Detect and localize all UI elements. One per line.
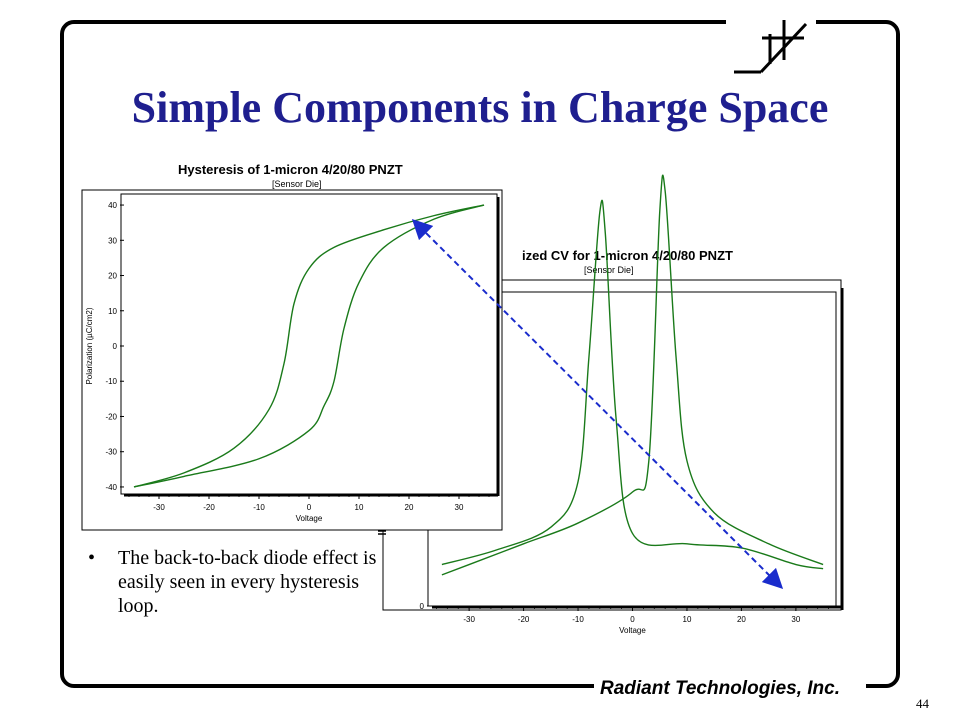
cv-y-tick-label: 0: [420, 602, 425, 611]
dashed-double-arrow: [411, 218, 784, 590]
hysteresis-x-axis-label: Voltage: [296, 514, 323, 523]
hysteresis-x-tick-label: 20: [405, 503, 414, 512]
hysteresis-series-line-2: [133, 204, 485, 488]
logo: [726, 14, 816, 78]
ferroelectric-capacitor-icon: [734, 20, 808, 74]
cv-x-tick-label: 10: [683, 615, 692, 624]
hysteresis-x-tick-label: 0: [307, 503, 312, 512]
hysteresis-x-tick-label: 10: [355, 503, 364, 512]
hysteresis-y-tick-label: 40: [108, 201, 117, 210]
bullet-dot: •: [88, 547, 96, 569]
cv-x-tick-label: 0: [630, 615, 635, 624]
hysteresis-x-tick-label: -20: [203, 503, 215, 512]
hysteresis-plot-area: [120, 193, 498, 495]
chart1-title: Hysteresis of 1-micron 4/20/80 PNZT: [178, 162, 403, 177]
hysteresis-y-tick-label: 0: [113, 342, 118, 351]
cv-x-tick-label: -30: [463, 615, 475, 624]
slide-title: Simple Components in Charge Space: [131, 83, 829, 132]
hysteresis-y-tick-label: 20: [108, 272, 117, 281]
hysteresis-y-tick-label: -20: [105, 412, 117, 421]
bullet-text: The back-to-back diode effect is easily …: [118, 547, 377, 617]
hysteresis-y-axis-label: Polarization (µC/cm2): [85, 307, 94, 384]
hysteresis-y-tick-label: -10: [105, 377, 117, 386]
cv-x-tick-label: 20: [737, 615, 746, 624]
cv-x-tick-label: 30: [791, 615, 800, 624]
hysteresis-x-tick-label: -30: [153, 503, 165, 512]
hysteresis-y-tick-label: -30: [105, 448, 117, 457]
hysteresis-y-tick-label: -40: [105, 483, 117, 492]
hysteresis-y-tick-label: 10: [108, 307, 117, 316]
cv-x-tick-label: -20: [518, 615, 530, 624]
hysteresis-chart: -30 -20 -10 0 10 20 30 -40 -30 -20 -10 0 10 20 30 40 Vol…: [81, 189, 503, 531]
hysteresis-series-line-1: [133, 204, 485, 488]
page-number: 44: [916, 696, 929, 711]
hysteresis-x-tick-label: 30: [455, 503, 464, 512]
hysteresis-x-tick-label: -10: [253, 503, 265, 512]
cv-x-tick-label: -10: [572, 615, 584, 624]
chart1-subtitle: [Sensor Die]: [272, 179, 322, 189]
footer-backdrop: [594, 676, 866, 700]
footer-company: Radiant Technologies, Inc.: [600, 678, 840, 699]
slide-frame: [60, 20, 900, 688]
cv-x-axis-label: Voltage: [619, 626, 646, 635]
hysteresis-y-tick-label: 30: [108, 236, 117, 245]
